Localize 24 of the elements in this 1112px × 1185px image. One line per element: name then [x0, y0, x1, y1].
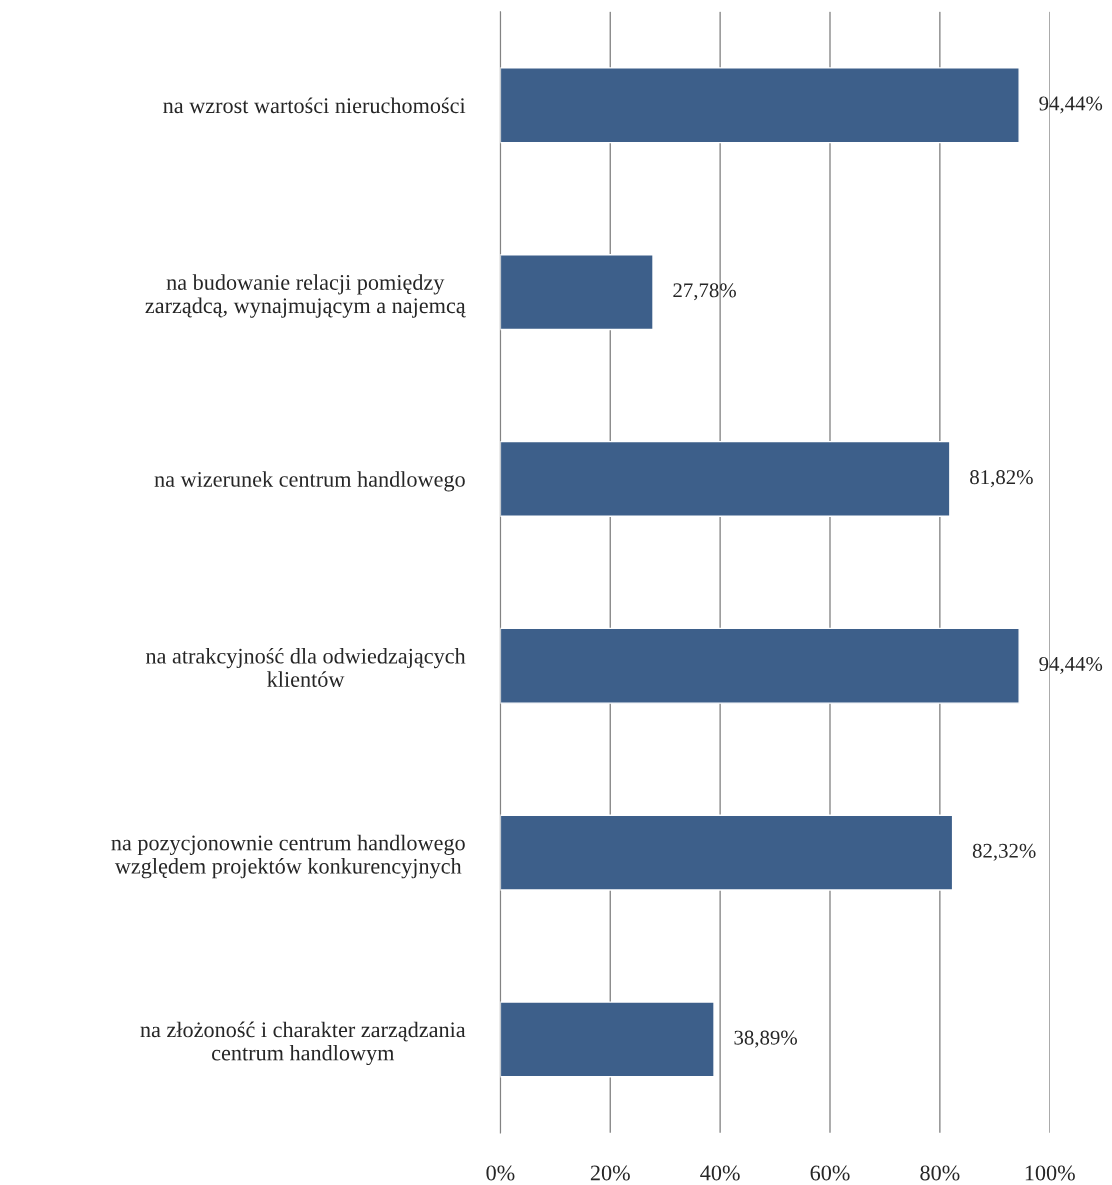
x-tick-label: 60%: [810, 1165, 850, 1181]
x-tick-label: 100%: [1025, 1165, 1075, 1181]
bar: [500, 254, 654, 331]
bar: [500, 814, 954, 891]
bar: [500, 1001, 715, 1078]
y-tick-label: na wzrost wartości nieruchomości: [163, 97, 466, 114]
y-tick-label: na wizerunek centrum handlowego: [154, 471, 465, 492]
y-tick-label: na atrakcyjność dla odwiedzających klientów: [145, 647, 466, 687]
data-label: 94,44%: [1039, 656, 1103, 674]
y-tick-label: na budowanie relacji pomiędzy zarządcą, wynajmującym a najemcą: [145, 274, 466, 318]
y-tick-label: na pozycjonownie centrum handlowego względem projektów konkurencyjnych: [111, 834, 465, 879]
y-tick-label: na złożoność i charakter zarządzania centrum handlowym: [140, 1021, 466, 1066]
data-label: 38,89%: [734, 1030, 797, 1048]
x-tick-label: 40%: [700, 1165, 740, 1181]
x-tick-label: 80%: [920, 1165, 960, 1181]
bar: [500, 440, 951, 517]
bar: [500, 67, 1020, 144]
bar: [500, 627, 1020, 704]
x-tick-label: 0%: [486, 1165, 515, 1181]
data-label: 82,32%: [972, 843, 1036, 861]
data-label: 27,78%: [673, 283, 736, 301]
x-tick-label: 20%: [590, 1165, 630, 1181]
data-label: 94,44%: [1039, 96, 1103, 114]
data-label: 81,82%: [970, 470, 1033, 488]
